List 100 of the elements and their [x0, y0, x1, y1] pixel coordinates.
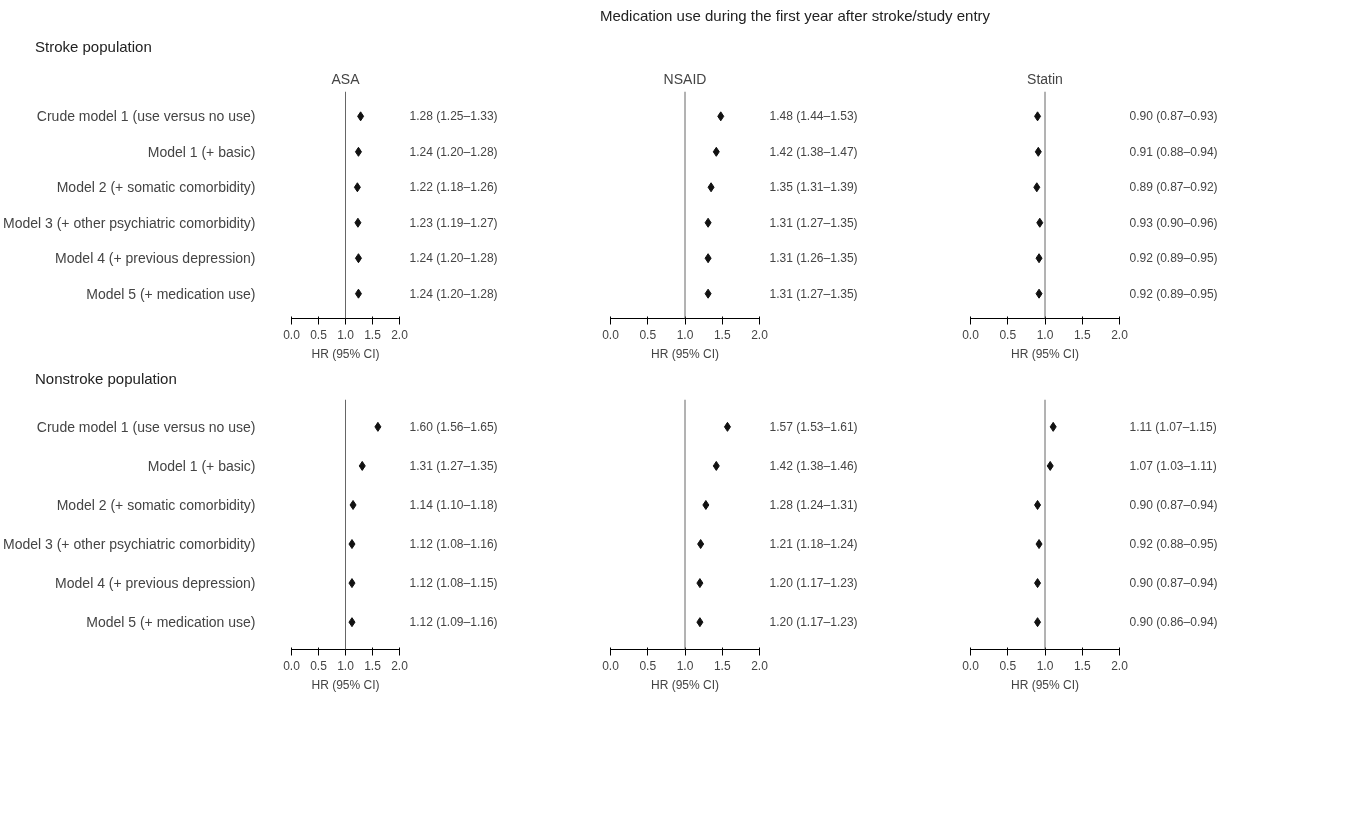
point [1034, 617, 1042, 628]
data-label: 1.28 (1.25–1.33) [409, 109, 498, 124]
data-label: 0.90 (0.86–0.94) [1129, 615, 1218, 630]
x-tick-label: 2.0 [1111, 658, 1129, 673]
data-label: 1.48 (1.44–1.53) [769, 109, 858, 124]
x-axis-title: HR (95% CI) [1011, 346, 1080, 361]
y-tick-label: Crude model 1 (use versus no use) [36, 108, 256, 125]
y-tick-label: Model 5 (+ medication use) [86, 285, 256, 302]
data-label: 0.92 (0.89–0.95) [1129, 251, 1218, 266]
x-tick-label: 0.5 [999, 327, 1017, 342]
y-tick-label: Model 1 (+ basic) [147, 143, 256, 160]
point [712, 461, 720, 472]
data-label: 1.20 (1.17–1.23) [769, 576, 858, 591]
x-tick-label: 1.5 [713, 327, 731, 342]
x-tick-label: 1.5 [1073, 658, 1091, 673]
text: Medication use during the first year after stroke/study entry [599, 6, 991, 26]
x-tick-label: 0.0 [283, 327, 301, 342]
data-label: 1.31 (1.27–1.35) [409, 459, 498, 474]
data-label: 1.20 (1.17–1.23) [769, 615, 858, 630]
point [704, 253, 712, 264]
point [1034, 500, 1042, 511]
data-label: 1.23 (1.19–1.27) [409, 215, 498, 230]
y-tick-label: Model 1 (+ basic) [147, 458, 256, 475]
x-tick-label: 1.5 [364, 658, 382, 673]
point [702, 500, 710, 511]
text: Nonstroke population [35, 368, 177, 389]
data-label: 1.12 (1.08–1.15) [409, 576, 498, 591]
y-tick-label: Model 4 (+ previous depression) [55, 575, 256, 592]
x-tick-label: 0.0 [962, 327, 980, 342]
x-tick-label: 0.5 [639, 658, 657, 673]
point [712, 146, 720, 157]
data-label: 0.92 (0.89–0.95) [1129, 286, 1218, 301]
x-tick-label: 0.0 [602, 658, 620, 673]
y-tick-label: Model 3 (+ other psychiatric comorbidity) [3, 536, 256, 553]
data-label: 1.11 (1.07–1.15) [1129, 420, 1217, 435]
data-label: 0.93 (0.90–0.96) [1129, 215, 1218, 230]
x-tick-label: 1.0 [676, 658, 694, 673]
x-tick-label: 2.0 [391, 327, 409, 342]
point [349, 500, 357, 511]
point [704, 217, 712, 228]
x-tick-label: 1.5 [364, 327, 382, 342]
x-tick-label: 1.5 [713, 658, 731, 673]
chart-title: ASA [331, 70, 361, 87]
data-label: 0.92 (0.88–0.95) [1129, 537, 1218, 552]
point [696, 617, 704, 628]
data-label: 1.42 (1.38–1.47) [769, 144, 858, 159]
x-tick-label: 1.5 [1073, 327, 1091, 342]
point [697, 539, 705, 550]
x-tick-label: 0.5 [639, 327, 657, 342]
x-axis-title: HR (95% CI) [311, 346, 380, 361]
y-tick-label: Model 4 (+ previous depression) [55, 250, 256, 267]
x-tick-label: 0.5 [999, 658, 1017, 673]
point [707, 182, 715, 193]
point [1046, 461, 1054, 472]
data-label: 1.12 (1.09–1.16) [409, 615, 498, 630]
data-label: 1.60 (1.56–1.65) [409, 420, 498, 435]
chart-title: Statin [1027, 70, 1063, 87]
data-label: 0.89 (0.87–0.92) [1129, 180, 1218, 195]
y-tick-label: Model 5 (+ medication use) [86, 614, 256, 631]
data-label: 1.21 (1.18–1.24) [769, 537, 858, 552]
data-label: 1.28 (1.24–1.31) [769, 498, 858, 513]
x-axis-title: HR (95% CI) [651, 346, 720, 361]
x-tick-label: 1.0 [1036, 327, 1054, 342]
x-axis-title: HR (95% CI) [651, 677, 720, 692]
point [374, 422, 382, 433]
data-label: 1.24 (1.20–1.28) [409, 251, 498, 266]
x-tick-label: 2.0 [751, 327, 769, 342]
text: Stroke population [35, 37, 152, 58]
data-label: 1.42 (1.38–1.46) [769, 459, 858, 474]
y-tick-label: Model 2 (+ somatic comorbidity) [56, 179, 256, 196]
data-label: 1.12 (1.08–1.16) [409, 537, 498, 552]
y-tick-label: Crude model 1 (use versus no use) [36, 419, 256, 436]
data-label: 0.90 (0.87–0.94) [1129, 576, 1218, 591]
point [723, 422, 731, 433]
x-axis-title: HR (95% CI) [311, 677, 380, 692]
y-tick-label: Model 3 (+ other psychiatric comorbidity) [3, 214, 256, 231]
point [348, 617, 356, 628]
x-tick-label: 0.5 [310, 327, 328, 342]
x-tick-label: 1.0 [337, 327, 355, 342]
data-label: 0.90 (0.87–0.94) [1129, 498, 1218, 513]
x-axis-title: HR (95% CI) [1011, 677, 1080, 692]
x-tick-label: 1.0 [1036, 658, 1054, 673]
data-label: 1.31 (1.27–1.35) [769, 215, 858, 230]
point [717, 111, 725, 122]
y-tick-label: Model 2 (+ somatic comorbidity) [56, 497, 256, 514]
x-tick-label: 2.0 [391, 658, 409, 673]
x-tick-label: 0.5 [310, 658, 328, 673]
data-label: 1.07 (1.03–1.11) [1129, 459, 1217, 474]
chart-title: NSAID [663, 70, 707, 87]
x-tick-label: 0.0 [962, 658, 980, 673]
x-tick-label: 0.0 [602, 327, 620, 342]
x-tick-label: 1.0 [676, 327, 694, 342]
point [696, 578, 704, 589]
data-label: 1.24 (1.20–1.28) [409, 286, 498, 301]
data-label: 1.22 (1.18–1.26) [409, 180, 498, 195]
data-label: 0.90 (0.87–0.93) [1129, 109, 1218, 124]
point [1034, 578, 1042, 589]
point [358, 461, 366, 472]
x-tick-label: 1.0 [337, 658, 355, 673]
point [1049, 422, 1057, 433]
